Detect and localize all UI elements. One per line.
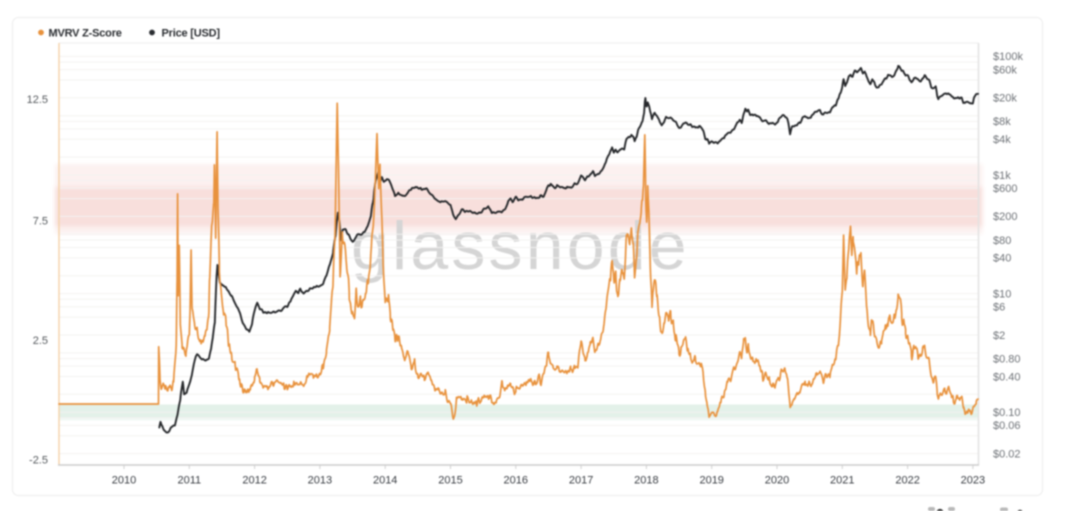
svg-text:2014: 2014 (373, 475, 397, 487)
svg-text:2020: 2020 (765, 475, 789, 487)
svg-text:$0.10: $0.10 (993, 407, 1021, 419)
svg-text:$4k: $4k (993, 134, 1011, 146)
svg-text:$80: $80 (993, 235, 1011, 247)
svg-text:$100k: $100k (993, 51, 1023, 63)
svg-text:2023: 2023 (961, 475, 985, 487)
svg-text:glassnode: glassnode (351, 208, 690, 284)
svg-text:$20k: $20k (993, 93, 1017, 105)
svg-text:2010: 2010 (112, 475, 136, 487)
svg-text:$60k: $60k (993, 64, 1017, 76)
svg-text:2018: 2018 (634, 475, 658, 487)
svg-text:7.5: 7.5 (33, 215, 48, 227)
svg-text:$0.06: $0.06 (993, 420, 1021, 432)
svg-text:2012: 2012 (242, 475, 266, 487)
svg-text:$1k: $1k (993, 170, 1011, 182)
svg-text:$6: $6 (993, 302, 1005, 314)
svg-text:2017: 2017 (569, 475, 593, 487)
svg-text:-2.5: -2.5 (29, 454, 48, 466)
svg-text:2011: 2011 (177, 475, 201, 487)
svg-text:12.5: 12.5 (27, 94, 48, 106)
svg-text:$0.80: $0.80 (993, 353, 1021, 365)
svg-text:MVRV Z-Score: MVRV Z-Score (49, 28, 122, 40)
svg-text:$600: $600 (993, 183, 1017, 195)
svg-text:2.5: 2.5 (33, 335, 48, 347)
svg-text:$10: $10 (993, 288, 1011, 300)
svg-text:$0.02: $0.02 (993, 448, 1021, 460)
svg-text:$2: $2 (993, 330, 1005, 342)
svg-text:Price [USD]: Price [USD] (162, 28, 221, 40)
svg-text:2022: 2022 (895, 475, 919, 487)
svg-text:2016: 2016 (504, 475, 528, 487)
svg-text:2013: 2013 (308, 475, 332, 487)
svg-text:$200: $200 (993, 211, 1017, 223)
svg-text:$40: $40 (993, 253, 1011, 265)
svg-text:$8k: $8k (993, 116, 1011, 128)
svg-text:2019: 2019 (699, 475, 723, 487)
svg-text:2015: 2015 (438, 475, 462, 487)
svg-text:2021: 2021 (830, 475, 854, 487)
svg-text:$0.40: $0.40 (993, 371, 1021, 383)
